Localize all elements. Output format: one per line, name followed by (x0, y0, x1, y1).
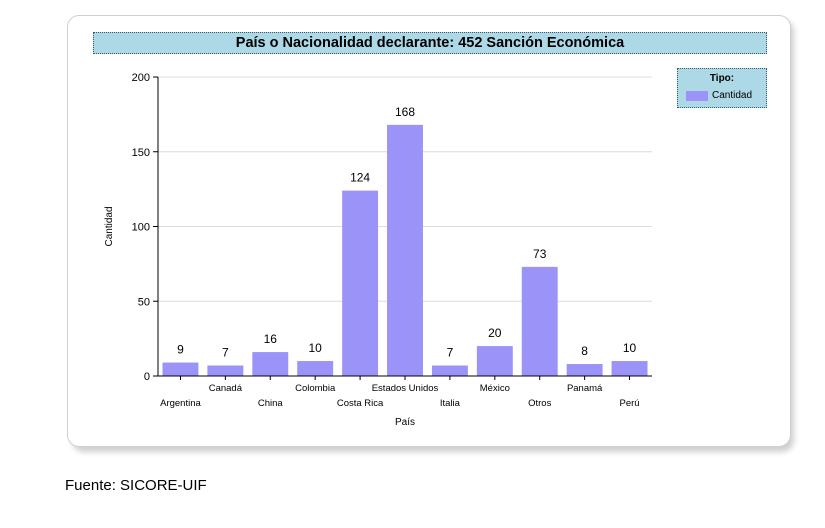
bar (207, 365, 244, 376)
data-label: 16 (264, 332, 278, 346)
y-tick-label: 50 (138, 296, 150, 308)
data-label: 9 (177, 343, 184, 357)
bar (387, 124, 423, 376)
bar (431, 365, 468, 376)
x-tick-label: Costa Rica (337, 398, 384, 409)
y-tick-label: 200 (132, 72, 150, 84)
x-axis-title: País (395, 417, 415, 428)
legend-swatch (686, 91, 708, 101)
data-label: 8 (581, 344, 588, 358)
chart-title: País o Nacionalidad declarante: 452 Sanc… (93, 32, 767, 54)
x-tick-label: Perú (620, 398, 640, 409)
y-tick-label: 150 (132, 147, 150, 159)
legend-label: Cantidad (712, 90, 753, 101)
data-label: 168 (395, 105, 415, 119)
data-label: 7 (222, 346, 229, 360)
y-axis-title: Cantidad (104, 206, 115, 246)
bar (476, 346, 513, 376)
x-tick-label: Italia (440, 398, 461, 409)
x-tick-label: México (480, 383, 510, 394)
legend-title: Tipo: (709, 73, 735, 84)
data-label: 73 (533, 247, 547, 261)
source-note: Fuente: SICORE-UIF (65, 477, 207, 494)
data-label: 7 (447, 346, 454, 360)
y-tick-label: 0 (144, 371, 150, 383)
bar (252, 352, 289, 376)
chart-legend: Tipo: Cantidad (677, 68, 767, 108)
data-label: 20 (488, 326, 502, 340)
bar (521, 266, 558, 376)
bar (297, 361, 334, 376)
x-tick-label: Otros (528, 398, 551, 409)
bar (566, 364, 603, 376)
bar (162, 362, 199, 376)
bar (611, 361, 648, 376)
data-label: 124 (350, 171, 370, 185)
data-label: 10 (309, 341, 323, 355)
x-tick-label: Panamá (567, 383, 603, 394)
x-tick-label: Colombia (295, 383, 336, 394)
y-tick-label: 100 (132, 222, 150, 234)
x-tick-label: Estados Unidos (372, 383, 439, 394)
x-tick-label: Canadá (209, 383, 243, 394)
data-label: 10 (623, 341, 637, 355)
x-tick-label: Argentina (160, 398, 201, 409)
x-tick-label: China (258, 398, 284, 409)
bar (342, 190, 379, 376)
